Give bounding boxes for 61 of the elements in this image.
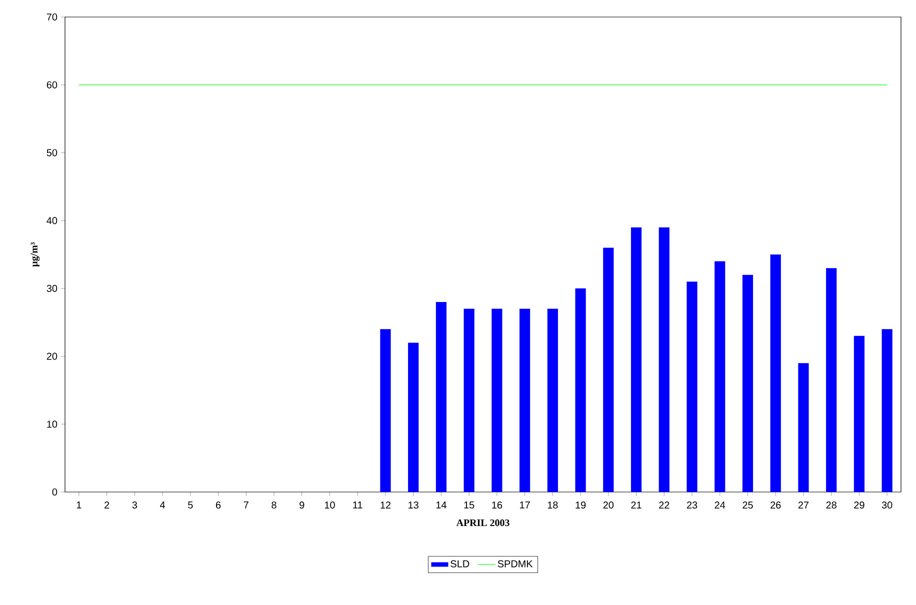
x-tick-label: 18 (548, 502, 558, 509)
y-tick-label: 40 (46, 217, 58, 224)
x-tick-label: 9 (300, 502, 304, 509)
x-tick-label: 29 (854, 502, 864, 509)
x-axis-title: APRIL 2003 (456, 519, 510, 526)
x-tick-label: 23 (686, 502, 698, 509)
x-tick-label: 20 (603, 502, 614, 509)
x-tick-label: 8 (272, 502, 276, 509)
x-tick-label: 12 (380, 502, 391, 508)
x-tick-label: 19 (576, 502, 586, 509)
bar (742, 274, 754, 492)
x-tick-label: 24 (714, 502, 726, 508)
x-tick-label: 1 (76, 502, 82, 508)
bar (658, 227, 670, 492)
y-tick-label: 20 (46, 352, 58, 360)
x-tick-label: 15 (464, 502, 474, 508)
x-tick-label: 7 (244, 502, 248, 508)
x-tick-label: 10 (324, 502, 335, 509)
x-tick-label: 11 (353, 502, 362, 508)
x-tick-label: 16 (492, 502, 502, 509)
x-tick-label: 21 (631, 502, 642, 508)
x-tick-label: 25 (742, 502, 753, 509)
x-tick-label: 6 (216, 502, 221, 509)
bar (380, 329, 391, 492)
x-tick-label: 14 (436, 502, 446, 508)
bar (686, 282, 698, 492)
x-tick-label: 3 (132, 502, 138, 509)
bar (492, 308, 502, 492)
bar (547, 308, 558, 492)
bar (798, 363, 809, 492)
legend-label: SPDMK (498, 560, 533, 568)
bar (603, 248, 614, 492)
x-tick-label: 13 (408, 502, 418, 509)
x-tick-label: 5 (188, 502, 193, 508)
y-axis-title: µg/m³ (30, 242, 40, 267)
bar (436, 302, 446, 492)
x-tick-label: 27 (798, 502, 809, 508)
bar (770, 254, 781, 492)
y-tick-label: 10 (47, 420, 58, 428)
legend-label: SLD (450, 560, 470, 568)
x-tick-label: 26 (770, 502, 781, 509)
x-tick-label: 2 (104, 502, 110, 508)
bar (714, 261, 726, 492)
y-tick-label: 50 (46, 149, 58, 156)
bar (408, 342, 419, 492)
y-tick-label: 60 (46, 81, 58, 88)
bar (854, 336, 864, 492)
y-tick-label: 30 (46, 284, 58, 292)
bar (882, 329, 892, 492)
x-tick-label: 28 (826, 502, 836, 509)
x-tick-label: 4 (160, 502, 166, 508)
bar (630, 227, 642, 492)
bar (826, 268, 837, 492)
x-tick-label: 30 (882, 502, 892, 509)
x-tick-label: 17 (520, 502, 530, 508)
x-tick-label: 22 (659, 502, 670, 508)
bar (520, 308, 530, 492)
bar (464, 308, 474, 492)
y-tick-label: 0 (52, 488, 58, 496)
bar (575, 288, 586, 492)
y-tick-label: 70 (46, 13, 58, 21)
